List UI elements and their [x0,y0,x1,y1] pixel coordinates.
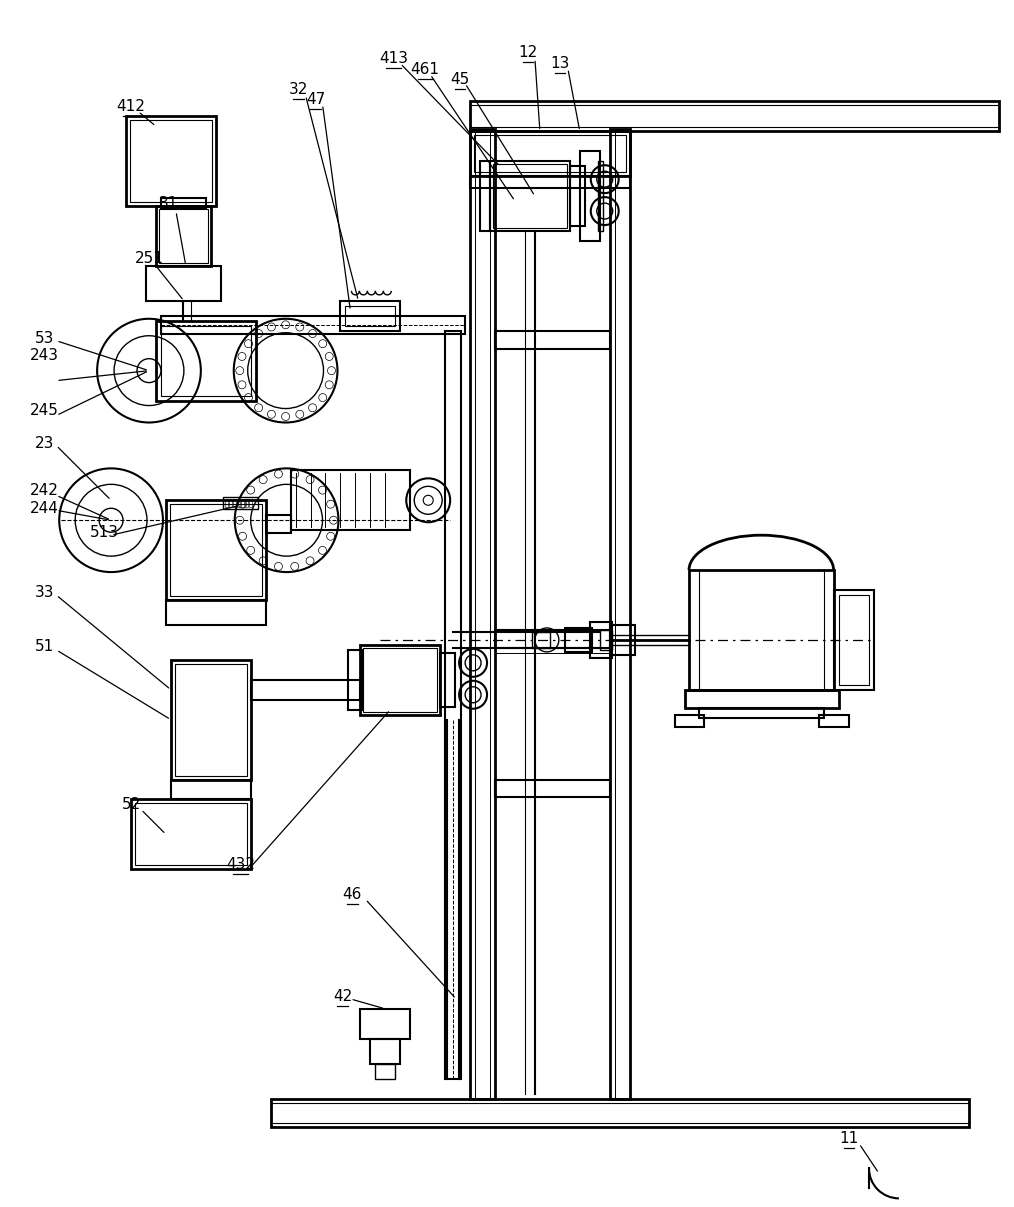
Bar [700,707,824,718]
Bar [349,649,362,710]
Text: 46: 46 [343,887,362,902]
Bar [493,164,567,228]
Bar [229,500,232,507]
Text: 432: 432 [226,857,256,871]
Text: 242: 242 [29,483,59,497]
Bar [233,500,235,507]
Text: 12: 12 [518,45,537,60]
Bar [156,321,256,401]
Text: 23: 23 [34,436,54,451]
Bar [250,680,360,700]
Bar [580,151,599,241]
Bar [674,715,705,727]
Text: 245: 245 [29,403,59,418]
Text: 244: 244 [29,501,59,515]
Bar [570,167,585,226]
Bar [590,622,611,658]
Bar [375,1063,395,1079]
Bar [470,132,630,176]
Bar [840,595,869,684]
Text: 251: 251 [135,251,163,267]
Text: 52: 52 [122,797,141,812]
Bar [171,780,250,799]
Bar [126,116,216,206]
Bar [819,715,849,727]
Text: 45: 45 [450,72,469,87]
Bar [291,471,411,530]
Bar [174,664,246,776]
Text: 47: 47 [306,92,325,107]
Bar [130,121,212,202]
Text: 33: 33 [34,584,54,600]
Text: 243: 243 [29,348,59,363]
Bar [159,209,208,263]
Text: 11: 11 [840,1131,859,1145]
Text: 13: 13 [551,56,570,71]
Text: 42: 42 [333,990,352,1004]
Text: 513: 513 [89,525,119,540]
Bar [161,198,206,208]
Bar [445,331,461,1079]
Bar [609,129,630,1098]
Text: 412: 412 [117,99,145,113]
Bar [248,500,251,507]
Bar [240,500,243,507]
Text: 53: 53 [34,331,54,346]
Bar [135,804,246,865]
Bar [360,1009,411,1039]
Bar [440,653,455,707]
Bar [166,500,266,600]
Bar [490,162,570,231]
Bar [225,500,228,507]
Text: 31: 31 [159,196,178,210]
Bar [161,326,250,396]
Bar [565,628,592,652]
Bar [599,630,611,649]
Bar [470,176,630,188]
Bar [495,648,609,653]
Bar [341,301,401,331]
Text: 413: 413 [379,51,408,66]
Bar [346,305,395,326]
Bar [244,500,247,507]
Bar [131,799,250,869]
Bar [370,1039,401,1063]
Bar [700,570,824,689]
Bar [684,689,840,707]
Bar [146,266,221,301]
Bar [470,101,999,132]
Bar [495,331,609,349]
Bar [271,1098,968,1126]
Bar [835,590,874,689]
Bar [495,630,609,648]
Bar [266,515,291,533]
Bar [690,570,835,689]
Bar [360,645,440,715]
Text: 32: 32 [289,82,308,97]
Bar [609,625,635,655]
Bar [475,135,626,173]
Bar [495,780,609,798]
Bar [470,105,999,127]
Text: 461: 461 [411,62,440,77]
Bar [223,497,258,509]
Bar [470,129,495,1098]
Bar [166,600,266,625]
Bar [271,1103,968,1123]
Bar [480,162,490,231]
Bar [170,505,262,596]
Text: 51: 51 [34,640,54,654]
Bar [597,162,602,231]
Bar [236,500,239,507]
Bar [161,316,465,334]
Bar [171,660,250,780]
Bar [363,648,437,712]
Bar [156,206,211,266]
Bar [532,632,550,648]
